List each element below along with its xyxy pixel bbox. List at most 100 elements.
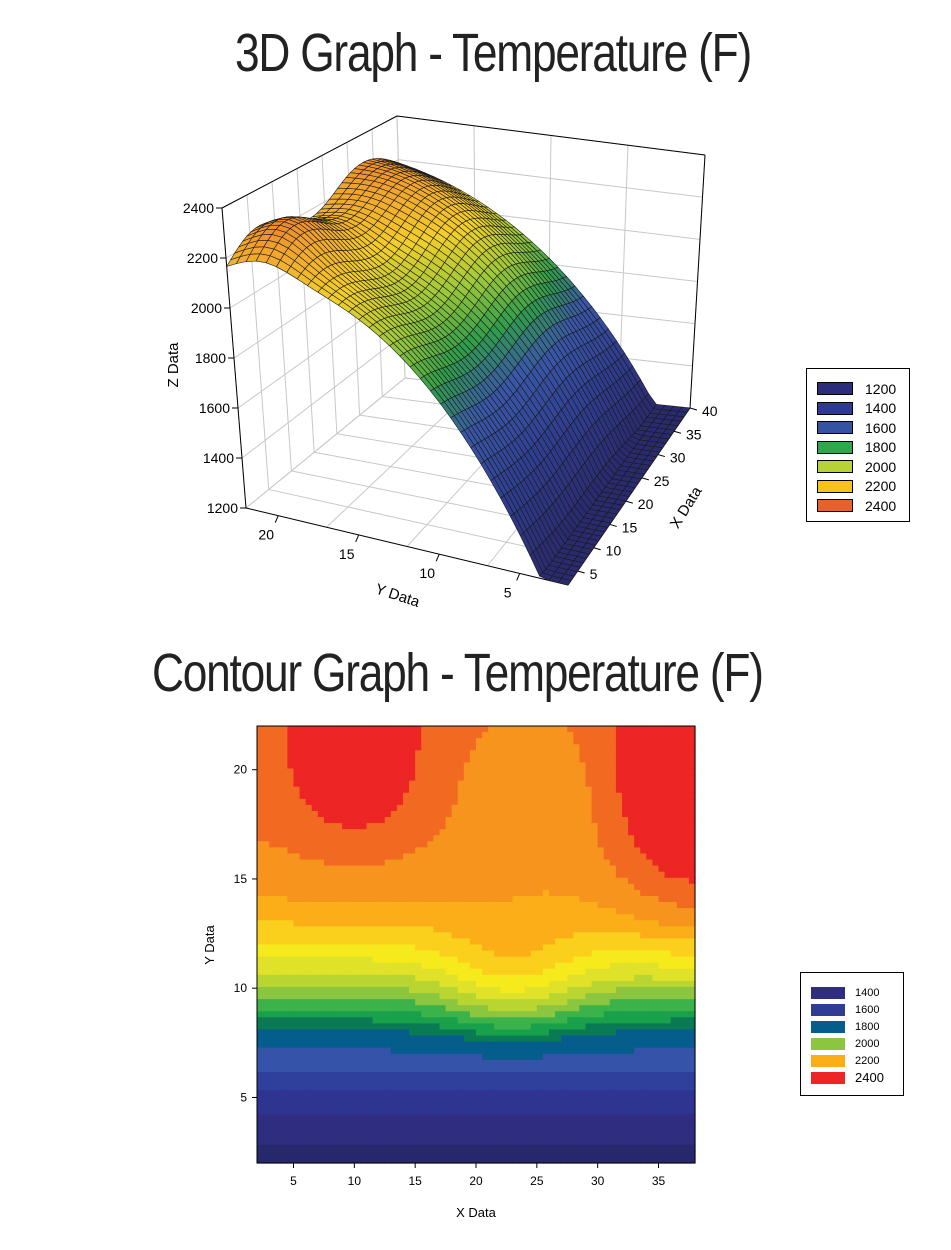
- contour-cell: [311, 938, 319, 946]
- contour-cell: [549, 895, 556, 903]
- contour-cell: [433, 792, 441, 800]
- contour-cell: [281, 926, 289, 933]
- contour-cell: [348, 810, 355, 818]
- contour-cell: [378, 810, 386, 818]
- contour-cell: [323, 823, 331, 830]
- contour-cell: [305, 1132, 313, 1140]
- contour-cell: [390, 726, 398, 733]
- contour-cell: [269, 1011, 276, 1018]
- contour-cell: [384, 1090, 392, 1097]
- contour-cell: [390, 962, 398, 970]
- contour-cell: [494, 792, 501, 800]
- contour-cell: [275, 744, 282, 751]
- contour-cell: [396, 1090, 404, 1097]
- contour-cell: [342, 810, 349, 818]
- contour-cell: [409, 962, 416, 970]
- contour-cell: [488, 768, 495, 776]
- contour-cell: [305, 895, 313, 903]
- contour-cell: [396, 804, 404, 812]
- contour-cell: [421, 841, 428, 848]
- contour-cell: [549, 1078, 556, 1085]
- contour-cell: [506, 756, 514, 764]
- contour-cell: [281, 999, 289, 1006]
- contour-cell: [415, 968, 422, 976]
- contour-cell: [415, 1120, 422, 1128]
- contour-cell: [354, 823, 362, 830]
- contour-cell: [500, 865, 508, 873]
- contour-cell: [390, 1005, 398, 1012]
- contour-cell: [299, 1102, 307, 1109]
- contour-cell: [439, 732, 447, 739]
- contour-cell: [433, 1084, 441, 1091]
- contour-cell: [269, 1090, 276, 1097]
- contour-cell: [542, 1017, 550, 1024]
- contour-cell: [506, 1059, 514, 1067]
- contour-cell: [403, 914, 410, 921]
- contour-cell: [506, 865, 514, 873]
- contour-cell: [488, 792, 495, 800]
- contour-cell: [542, 1150, 550, 1158]
- contour-cell: [469, 798, 477, 806]
- contour-cell: [421, 895, 428, 903]
- contour-cell: [445, 841, 453, 848]
- contour-cell: [281, 1005, 289, 1012]
- contour-cell: [518, 1096, 526, 1103]
- contour-cell: [409, 1120, 416, 1128]
- contour-cell: [323, 841, 331, 848]
- contour-cell: [476, 1035, 483, 1043]
- contour-cell: [415, 792, 422, 800]
- contour-cell: [415, 1132, 422, 1140]
- contour-cell: [287, 1126, 295, 1134]
- contour-cell: [542, 889, 550, 897]
- contour-cell: [482, 847, 489, 855]
- contour-cell: [524, 877, 532, 885]
- contour-cell: [469, 859, 477, 867]
- contour-cell: [433, 1011, 441, 1018]
- contour-cell: [445, 780, 453, 788]
- contour-cell: [348, 744, 355, 751]
- contour-cell: [287, 1132, 295, 1140]
- contour-cell: [542, 974, 550, 982]
- contour-cell: [542, 744, 550, 751]
- contour-cell: [360, 841, 368, 848]
- contour-cell: [433, 817, 441, 824]
- contour-cell: [457, 1065, 465, 1073]
- contour-cell: [530, 847, 538, 855]
- contour-cell: [305, 744, 313, 751]
- contour-cell: [323, 865, 331, 873]
- contour-cell: [372, 817, 380, 824]
- contour-cell: [348, 1011, 355, 1018]
- contour-cell: [542, 926, 550, 933]
- contour-cell: [390, 738, 398, 745]
- contour-cell: [403, 786, 410, 794]
- contour-cell: [360, 1102, 368, 1109]
- contour-cell: [415, 762, 422, 770]
- contour-cell: [494, 732, 501, 739]
- contour-cell: [360, 1047, 368, 1055]
- contour-cell: [396, 944, 404, 952]
- contour-cell: [500, 810, 508, 818]
- contour-cell: [409, 792, 416, 800]
- contour-cell: [311, 920, 319, 927]
- contour-cell: [390, 1047, 398, 1055]
- contour-cell: [469, 1084, 477, 1091]
- contour-cell: [530, 865, 538, 873]
- contour-cell: [342, 968, 349, 976]
- contour-cell: [482, 1065, 489, 1073]
- contour-cell: [330, 956, 337, 964]
- contour-cell: [396, 1144, 404, 1152]
- contour-cell: [275, 841, 282, 848]
- contour-cell: [378, 980, 386, 988]
- contour-cell: [396, 853, 404, 861]
- contour-cell: [281, 1029, 289, 1037]
- contour-cell: [415, 841, 422, 848]
- contour-cell: [433, 853, 441, 861]
- contour-cell: [488, 895, 495, 903]
- contour-cell: [494, 1114, 501, 1122]
- contour-cell: [360, 817, 368, 824]
- contour-cell: [305, 1023, 313, 1031]
- contour-cell: [421, 932, 428, 940]
- contour-cell: [439, 1078, 447, 1085]
- contour-cell: [506, 962, 514, 970]
- contour-cell: [439, 908, 447, 915]
